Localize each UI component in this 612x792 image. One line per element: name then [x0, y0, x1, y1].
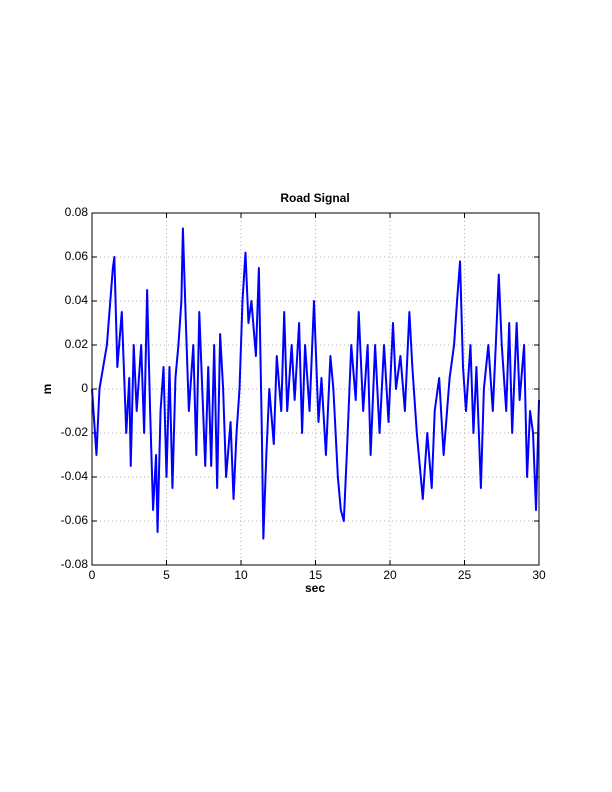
axes-box [91, 212, 540, 566]
x-tick-label: 0 [89, 568, 96, 582]
chart-title: Road Signal [280, 191, 349, 205]
y-tick-label: -0.04 [61, 469, 89, 483]
y-tick-label: 0 [81, 381, 88, 395]
y-tick-label: -0.06 [61, 513, 89, 527]
y-tick-label: 0.08 [65, 205, 89, 219]
x-tick-label: 5 [163, 568, 170, 582]
y-axis-label: m [40, 384, 54, 395]
y-tick-label: 0.04 [65, 293, 89, 307]
x-tick-label: 10 [234, 568, 248, 582]
data-line [91, 227, 540, 540]
y-tick-label: 0.06 [65, 249, 89, 263]
x-tick-label: 15 [309, 568, 323, 582]
y-tick-label: -0.08 [61, 557, 89, 571]
x-tick-label: 25 [458, 568, 472, 582]
x-tick-label: 20 [383, 568, 397, 582]
x-tick-label: 30 [532, 568, 546, 582]
y-tick-label: 0.02 [65, 337, 89, 351]
x-axis-label: sec [305, 581, 325, 595]
y-tick-label: -0.02 [61, 425, 89, 439]
